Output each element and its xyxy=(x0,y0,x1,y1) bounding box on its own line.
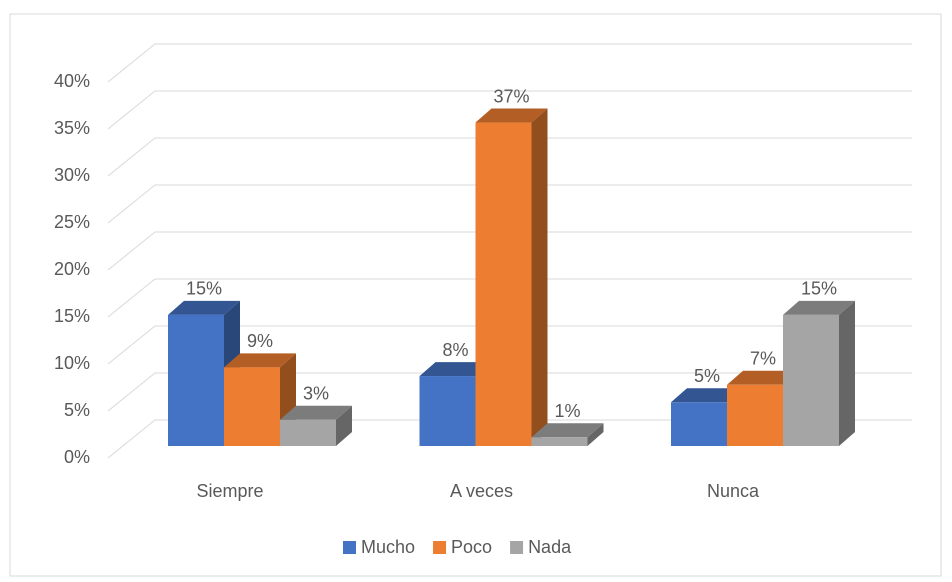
y-tick-label: 15% xyxy=(54,306,90,326)
legend-label: Nada xyxy=(528,537,572,557)
bar-side xyxy=(587,423,604,446)
bar xyxy=(224,367,280,446)
x-tick-label: Siempre xyxy=(196,481,263,501)
bar-top xyxy=(280,405,352,420)
y-tick-label: 25% xyxy=(54,212,90,232)
legend-swatch xyxy=(343,541,356,554)
data-label: 8% xyxy=(442,340,468,360)
legend-label: Poco xyxy=(451,537,492,557)
bar-top xyxy=(727,370,799,385)
x-tick-label: Nunca xyxy=(707,481,760,501)
data-label: 15% xyxy=(186,279,222,299)
grid-line xyxy=(107,278,912,318)
y-tick-label: 0% xyxy=(64,447,90,467)
y-tick-label: 5% xyxy=(64,400,90,420)
grid-line xyxy=(107,419,912,459)
bar xyxy=(419,376,476,446)
data-label: 15% xyxy=(801,279,837,299)
data-label: 37% xyxy=(493,86,529,106)
grid-line xyxy=(107,137,912,177)
bar xyxy=(475,122,532,447)
y-tick-label: 30% xyxy=(54,165,90,185)
bar xyxy=(671,402,727,446)
bar-top xyxy=(168,300,240,315)
legend-swatch xyxy=(433,541,447,554)
bar-top xyxy=(224,353,296,368)
grid-line xyxy=(107,90,912,130)
y-tick-label: 10% xyxy=(54,353,90,373)
bar-top xyxy=(419,362,492,377)
bar-top xyxy=(531,423,604,438)
data-label: 9% xyxy=(247,331,273,351)
y-tick-label: 35% xyxy=(54,118,90,138)
bar xyxy=(531,437,588,446)
data-label: 5% xyxy=(694,366,720,386)
grid-line xyxy=(107,325,912,365)
grid-line xyxy=(107,372,912,412)
bar-side xyxy=(531,108,548,447)
data-label: 7% xyxy=(750,349,776,369)
y-tick-label: 20% xyxy=(54,259,90,279)
bar-side xyxy=(336,405,352,446)
legend-label: Mucho xyxy=(361,537,415,557)
bar xyxy=(280,419,336,446)
grid-line xyxy=(107,43,912,83)
x-tick-label: A veces xyxy=(450,481,513,501)
grid-line xyxy=(107,184,912,224)
data-label: 1% xyxy=(554,401,580,421)
grid-line xyxy=(107,231,912,271)
y-tick-label: 40% xyxy=(54,71,90,91)
bar xyxy=(168,314,224,446)
bar-top xyxy=(671,388,743,403)
bar-side xyxy=(839,300,855,446)
bar-top xyxy=(783,300,855,315)
bar xyxy=(727,384,783,446)
data-label: 3% xyxy=(303,384,329,404)
bar-top xyxy=(475,108,548,123)
legend-swatch xyxy=(510,541,524,554)
bar xyxy=(783,314,839,446)
